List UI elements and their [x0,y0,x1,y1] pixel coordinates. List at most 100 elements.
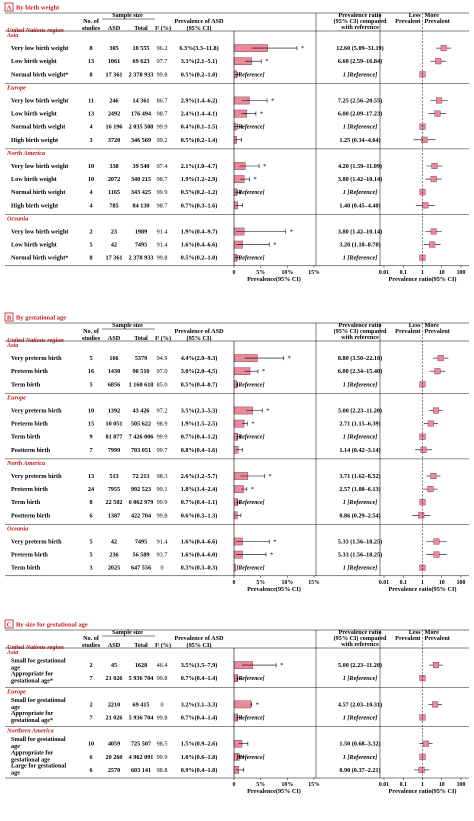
col-ratio: with reference [341,24,379,31]
ratio-value: 6.60 (2.59–16.84) [338,58,382,65]
col-studies: No. of [83,328,100,335]
less-prevalent-label: Prevalent [395,18,421,25]
reference-label: [Reference] [237,755,265,761]
row-label: gestational age* [11,678,53,685]
row-label: Preterm birth [11,486,48,493]
asd-value: 7999 [108,447,120,454]
prevalence-value: 0.5%(0.2–1.0) [181,255,218,262]
i2-value: 98.7 [157,111,168,118]
prevalence-value: 4.4%(2.0–9.3) [181,355,218,362]
col-prev: (95% CI) [187,642,212,649]
i2-value: 97.2 [157,408,168,415]
col-studies: No. of [83,18,100,25]
region-label: North America [6,460,45,467]
reference-label: [Reference] [237,190,265,196]
less-prevalent-label: Prevalent [395,635,421,642]
ratio-tick-label: 0.01 [379,580,389,586]
ratio-value: 4.20 (1.59–11.09) [338,163,382,170]
significance-marker: * [290,229,293,236]
reference-label: [Reference] [237,676,265,682]
studies-value: 7 [89,447,92,454]
asd-value: 2570 [108,767,120,774]
significance-marker: * [256,701,259,708]
forest-row: Very low birth weight 11 246 14 361 86.7 2.9%… [11,96,448,105]
panel-title: By birth weight [16,5,60,12]
asd-value: 22 502 [105,499,122,506]
asd-value: 21 026 [105,675,122,682]
ratio-tick-label: 1 [421,580,424,586]
row-label: Normal birth weight [11,189,66,196]
row-label: Term birth [11,434,41,441]
less-prevalent-label: Less [409,629,421,636]
total-value: 6 062 979 [129,499,154,506]
prevalence-value: 3.3%(2.1–5.1) [181,58,218,65]
forest-row: High birth weight 4 785 84 130 98.7 0.7%(0.3–… [11,201,435,209]
region-label: Oceania [7,215,28,222]
asd-value: 4059 [108,741,120,748]
prevalence-value: 0.7%(0.4–1.4) [181,715,218,722]
studies-value: 15 [88,421,94,428]
studies-value: 24 [88,486,94,493]
col-prev: (95% CI) [187,25,212,32]
studies-value: 4 [89,202,92,209]
forest-row: Low birth weight 5 42 7495 91.4 1.6%(0.4–6.6)… [11,240,441,249]
total-value: 176 494 [131,111,151,118]
reference-label: [Reference] [237,125,265,131]
studies-value: 10 [88,163,94,170]
panel-c: C By size for gestational age Sample size N… [4,619,469,795]
prevalence-value: 1.9%(1.5–2.5) [181,421,218,428]
prevalence-bar [233,700,252,709]
i2-value: 98.7 [157,202,168,209]
i2-value: 99.8 [157,71,168,78]
significance-marker: * [273,242,276,249]
prevalence-value: 1.6%(0.4–6.0) [181,552,218,559]
i2-value: 97.7 [157,58,168,65]
asd-value: 2210 [108,701,120,708]
ratio-marker [431,162,438,169]
ratio-value: 0.90 (0.37–2.21) [339,767,380,774]
ratio-value: 1.40 (0.45–4.40) [339,202,380,209]
studies-value: 5 [89,381,92,388]
asd-value: 45 [111,662,117,669]
col-region: United Nations region [7,337,64,344]
ratio-tick-label: 100 [457,270,466,276]
studies-value: 4 [89,124,92,131]
ratio-value: 1 [Reference] [343,715,378,722]
ratio-value: 3.71 (1.62–8.52) [339,473,380,480]
col-region: United Nations region [7,27,64,34]
prevalence-value: 1.8%(1.4–2.4) [181,486,218,493]
asd-value: 1061 [108,58,120,65]
col-i2: I² (%) [155,335,171,342]
col-prev: Prevalence of ASD [174,328,224,335]
ratio-value: 1 [Reference] [343,381,378,388]
forest-row: Term birth 9 81 877 7 426 006 99.9 0.7%(0.4–1… [11,432,426,441]
i2-value: 99.2 [157,137,168,144]
prevalence-tick-label: 15% [308,270,320,276]
row-label: Low birth weight [11,58,58,65]
prevalence-value: 1.6%(0.4–6.6) [181,242,218,249]
more-prevalent-label: Prevalent [425,328,451,335]
ratio-value: 8.80 (3.50–22.10) [338,355,382,362]
studies-value: 10 [88,408,94,415]
ratio-value: 2.71 (1.15–6.39) [339,421,380,428]
col-asd: ASD [108,335,121,342]
row-label: Low birth weight [11,176,58,183]
ratio-value: 3.80 (1.42–10.14) [338,229,382,236]
ratio-value: 1 [Reference] [343,189,378,196]
row-label: Very preterm birth [11,355,62,362]
prevalence-value: 2.9%(1.4–6.2) [181,98,218,105]
col-i2: I² (%) [155,642,171,649]
studies-value: 11 [88,98,94,105]
forest-row: Low birth weight 10 2072 340 215 98.7 1.9%(1.… [11,175,442,183]
prevalence-tick-label: 5% [256,782,265,788]
ratio-marker [437,355,444,362]
i2-value: 96.2 [157,45,168,52]
ratio-tick-label: 0.01 [379,782,389,788]
asd-value: 166 [109,355,118,362]
prevalence-tick-label: 10% [282,580,294,586]
ratio-value: 1.14 (0.42–3.14) [339,447,380,454]
forest-row: Preterm birth 24 7955 992 523 99.1 1.8%(1.4–2… [11,485,438,493]
ratio-value: 3.80 (1.42–10.14) [338,176,382,183]
